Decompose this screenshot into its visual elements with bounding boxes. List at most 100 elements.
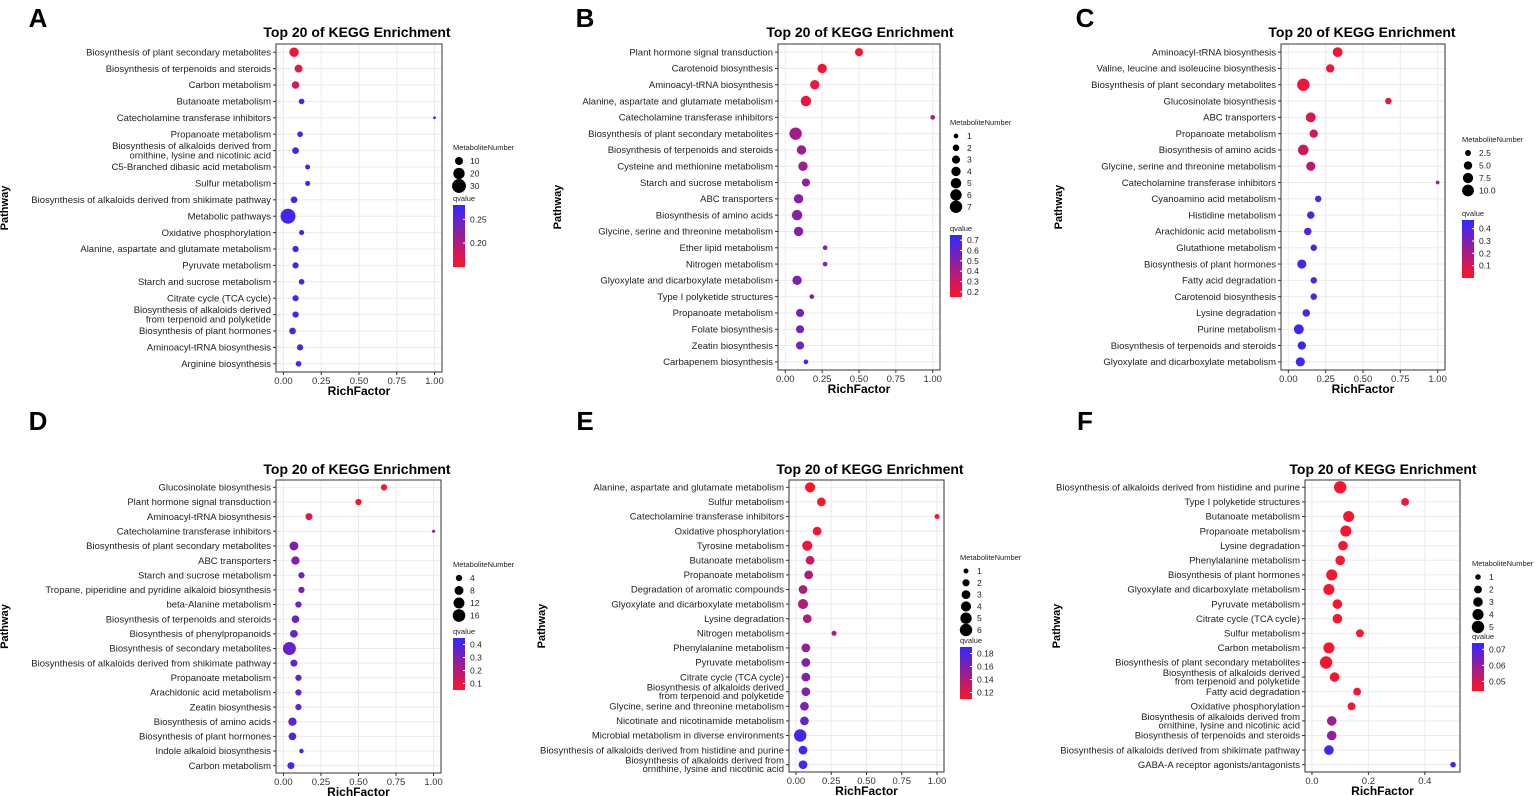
data-point-starch-and-sucrose-metabolism xyxy=(298,278,305,285)
category-label-type-i-polyketide-structures: Type I polyketide structures xyxy=(657,292,773,303)
color-legend-label: 0.07 xyxy=(1489,644,1506,654)
category-label-line: Biosynthesis of plant secondary metaboli… xyxy=(1115,658,1300,669)
data-point-carotenoid-biosynthesis xyxy=(817,63,827,74)
color-legend-title-d: qvalue xyxy=(453,627,475,636)
category-label-zeatin-biosynthesis: Zeatin biosynthesis xyxy=(190,702,272,713)
category-label-line: Butanoate metabolism xyxy=(689,556,784,567)
data-point-alanine-aspartate-and-glutamate-metabolism xyxy=(800,95,812,107)
data-point-cyanoamino-acid-metabolism xyxy=(1314,195,1322,203)
category-label-propanoate-metabolism: Propanoate metabolism xyxy=(1176,129,1276,140)
color-legend-label: 0.5 xyxy=(967,256,979,266)
data-point-fatty-acid-degradation xyxy=(1310,277,1317,284)
panel-e: E Top 20 of KEGG Enrichment Alanine, aspar… xyxy=(536,406,1022,796)
size-legend-dot xyxy=(1474,585,1482,594)
size-legend-label: 2.5 xyxy=(1479,148,1491,158)
category-label-line: Starch and sucrose metabolism xyxy=(138,277,271,288)
category-label-line: Biosynthesis of alkaloids derived from h… xyxy=(1056,483,1300,494)
size-legend-label: 5 xyxy=(977,613,982,623)
category-label-line: Zeatin biosynthesis xyxy=(190,702,272,713)
chart-title-f: Top 20 of KEGG Enrichment xyxy=(1289,461,1477,477)
color-legend-label: 0.4 xyxy=(470,640,482,650)
size-legend-label: 10.0 xyxy=(1479,186,1496,196)
data-point-propanoate-metabolism xyxy=(804,570,814,580)
category-label-line: Catecholamine transferase inhibitors xyxy=(117,113,271,124)
category-label-biosynthesis-of-alkaloids-derived-from-shikimate: Biosynthesis of alkaloids derived from s… xyxy=(31,195,271,206)
category-label-line: Biosynthesis of alkaloids derived from h… xyxy=(540,745,784,756)
category-label-microbial-metabolism-in-diverse-environments: Microbial metabolism in diverse environm… xyxy=(592,731,784,742)
category-label-biosynthesis-of-phenylpropanoids: Biosynthesis of phenylpropanoids xyxy=(129,629,271,640)
x-tick-label: 0.25 xyxy=(1316,374,1335,385)
category-label-phenylalanine-metabolism: Phenylalanine metabolism xyxy=(673,643,784,654)
category-label-nitrogen-metabolism: Nitrogen metabolism xyxy=(697,629,784,640)
color-legend-label: 0.2 xyxy=(967,287,979,297)
color-legend-bar-a xyxy=(453,205,465,267)
data-point-carbon-metabolism xyxy=(291,81,300,89)
category-label-line: Arginine biosynthesis xyxy=(181,359,271,370)
data-point-pyruvate-metabolism xyxy=(1332,599,1343,609)
category-label-line: Arachidonic acid metabolism xyxy=(150,688,271,699)
category-label-starch-and-sucrose-metabolism: Starch and sucrose metabolism xyxy=(138,570,271,581)
y-axis-label-e: Pathway xyxy=(536,603,548,649)
color-legend-label: 0.18 xyxy=(977,649,994,659)
data-point-type-i-polyketide-structures xyxy=(809,294,815,299)
size-legend-dot xyxy=(1473,597,1483,607)
category-label-biosynthesis-of-plant-hormones: Biosynthesis of plant hormones xyxy=(1168,570,1300,581)
size-legend-dot xyxy=(951,166,961,177)
data-point-butanoate-metabolism xyxy=(298,98,305,105)
size-legend-dot xyxy=(950,177,962,189)
data-point-cysteine-and-methionine-metabolism xyxy=(798,161,808,171)
category-label-folate-biosynthesis: Folate biosynthesis xyxy=(692,324,774,335)
data-point-biosynthesis-of-alkaloids-derived-from-shikimate xyxy=(290,196,298,204)
x-tick-label: 1.00 xyxy=(928,776,947,787)
category-label-propanoate-metabolism: Propanoate metabolism xyxy=(673,308,773,319)
category-label-line: from terpenoid and polyketide xyxy=(1175,677,1300,688)
x-tick-label: 1.00 xyxy=(1428,374,1447,385)
x-tick-label: 0.50 xyxy=(349,777,368,788)
size-legend-dot xyxy=(452,179,466,193)
category-label-line: Phenylalanine metabolism xyxy=(1189,556,1300,567)
category-label-citrate-cycle-tca-cycle: Citrate cycle (TCA cycle) xyxy=(167,293,271,304)
category-label-line: Glyoxylate and dicarboxylate metabolism xyxy=(611,599,784,610)
data-point-pyruvate-metabolism xyxy=(292,262,299,269)
category-label-biosynthesis-of-amino-acids: Biosynthesis of amino acids xyxy=(1159,145,1276,156)
category-label-line: Biosynthesis of terpenoids and steroids xyxy=(1111,341,1277,352)
category-label-propanoate-metabolism: Propanoate metabolism xyxy=(171,129,271,140)
category-label-butanoate-metabolism: Butanoate metabolism xyxy=(1205,512,1300,523)
category-label-citrate-cycle-tca-cycle: Citrate cycle (TCA cycle) xyxy=(680,672,784,683)
category-label-biosynthesis-of-plant-secondary-metabolites: Biosynthesis of plant secondary metaboli… xyxy=(588,129,773,140)
category-label-metabolic-pathways: Metabolic pathways xyxy=(188,211,272,222)
category-label-line: Biosynthesis of secondary metabolites xyxy=(109,644,271,655)
x-tick-label: 0.75 xyxy=(388,376,407,387)
category-label-line: ornithine, lysine and nicotinic acid xyxy=(642,764,784,775)
size-legend-dot xyxy=(452,609,466,622)
data-point-biosynthesis-of-plant-hormones xyxy=(1326,569,1338,581)
category-label-line: Alanine, aspartate and glutamate metabol… xyxy=(593,483,784,494)
category-label-line: Biosynthesis of phenylpropanoids xyxy=(129,629,271,640)
category-label-arachidonic-acid-metabolism: Arachidonic acid metabolism xyxy=(1155,227,1276,238)
data-point-starch-and-sucrose-metabolism xyxy=(298,572,305,579)
x-tick-label: 0.00 xyxy=(787,776,806,787)
category-label-cyanoamino-acid-metabolism: Cyanoamino acid metabolism xyxy=(1151,194,1276,205)
category-label-line: Carbon metabolism xyxy=(189,80,271,91)
category-label-biosynthesis-of-amino-acids: Biosynthesis of amino acids xyxy=(154,717,271,728)
x-tick-label: 0.2 xyxy=(1362,776,1375,787)
x-tick-label: 0.75 xyxy=(887,374,906,385)
category-label-line: Biosynthesis of amino acids xyxy=(1159,145,1276,156)
data-point-biosynthesis-of-amino-acids xyxy=(288,717,297,726)
panel-label-b: B xyxy=(576,3,595,33)
category-label-line: Carbon metabolism xyxy=(189,761,271,772)
category-label-arginine-biosynthesis: Arginine biosynthesis xyxy=(181,359,271,370)
size-legend-label: 7 xyxy=(967,202,972,212)
chart-title-b: Top 20 of KEGG Enrichment xyxy=(766,24,954,40)
category-label-line: Biosynthesis of alkaloids derived xyxy=(134,305,271,316)
color-legend-bar-f xyxy=(1472,643,1484,691)
color-legend-label: 0.3 xyxy=(470,653,482,663)
category-label-abc-transporters: ABC transporters xyxy=(700,194,773,205)
category-label-type-i-polyketide-structures: Type I polyketide structures xyxy=(1184,497,1300,508)
data-point-abc-transporters xyxy=(291,556,300,565)
category-label-line: from terpenoid and polyketide xyxy=(659,691,784,702)
data-point-glucosinolate-biosynthesis xyxy=(380,484,388,491)
category-label-propanoate-metabolism: Propanoate metabolism xyxy=(684,570,784,581)
category-label-line: ABC transporters xyxy=(700,194,773,205)
size-legend-title-b: MetaboliteNumber xyxy=(950,118,1012,127)
